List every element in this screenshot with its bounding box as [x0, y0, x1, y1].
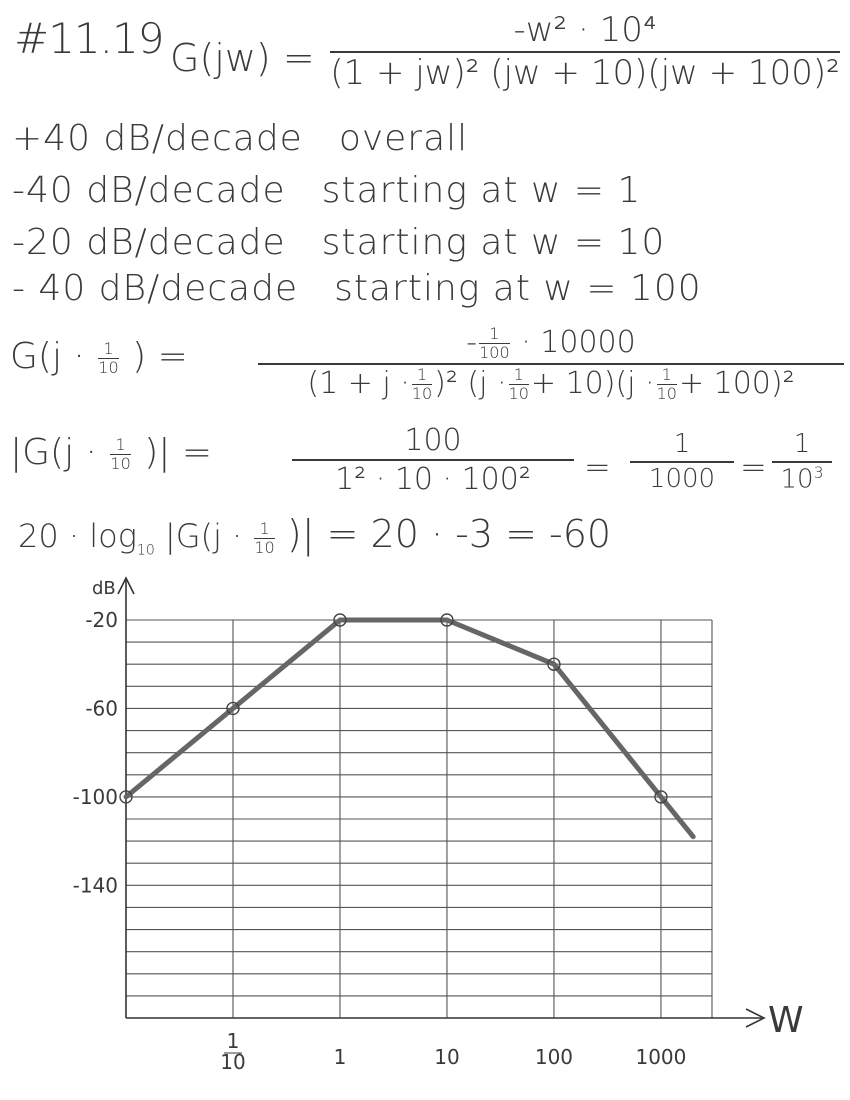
- slope-rule-4: - 40 dB/decade starting at w = 100: [12, 268, 702, 309]
- magnitude-series-line: [123, 617, 696, 840]
- fraction-one-tenth: 1 10: [98, 338, 119, 377]
- eval-step-1-numerator: -1 100 · 10000: [466, 324, 636, 362]
- slope-condition: starting at w = 100: [334, 268, 702, 309]
- eval-step-1-lhs: G(j · 1 10 ) =: [10, 336, 188, 377]
- x-tick-label-denominator: 10: [220, 1050, 245, 1074]
- breakpoint-marker: [119, 790, 133, 804]
- transfer-function-lhs: G(jw) =: [170, 36, 315, 80]
- x-tick-label: 1000: [635, 1045, 686, 1069]
- slope-rule-1: +40 dB/decade overall: [12, 118, 468, 159]
- fraction-bar: [258, 363, 844, 365]
- breakpoint-marker: [226, 701, 240, 716]
- x-tick-label: 10: [434, 1045, 459, 1069]
- slope-rule-3: -20 dB/decade starting at w = 10: [12, 222, 665, 263]
- slope-value: -40 dB/decade: [12, 170, 286, 211]
- x-tick-label-numerator: 1: [227, 1029, 240, 1053]
- slope-value: - 40 dB/decade: [12, 268, 299, 309]
- transfer-function-fraction: -w² · 10⁴ (1 + jw)² (jw + 10)(jw + 100)²: [330, 10, 840, 94]
- slope-condition: starting at w = 10: [321, 222, 666, 263]
- x-axis-arrow: [745, 1008, 766, 1028]
- breakpoint-marker: [654, 790, 668, 804]
- slope-condition: overall: [338, 118, 469, 159]
- fraction-bar: [330, 51, 840, 54]
- fraction-one-hundredth: 1 100: [479, 324, 510, 362]
- eval-step-1-denominator: (1 + j · 1 10)² (j · 1 10 + 10)(j · 1 10 + 100)²: [307, 365, 795, 403]
- slope-value: -20 dB/decade: [12, 222, 286, 263]
- eval-step-2-fraction-2: 1 1000: [630, 430, 734, 493]
- problem-number: #11.19: [14, 14, 164, 63]
- x-axis-title: W: [768, 1000, 804, 1041]
- eval-step-1-fraction: -1 100 · 10000 (1 + j · 1 10)² (j · 1 10 + 10)…: [258, 326, 844, 402]
- breakpoint-marker: [333, 613, 347, 627]
- y-tick-label: -60: [85, 696, 118, 720]
- y-tick-label: -100: [73, 785, 118, 809]
- breakpoint-marker: [440, 613, 454, 627]
- slope-condition: starting at w = 1: [321, 170, 642, 211]
- x-tick-label: 1: [334, 1045, 347, 1069]
- slope-value: +40 dB/decade: [12, 118, 303, 159]
- eval-step-3: 20 · log10 |G(j · 1 10 )| = 20 · -3 = -60: [18, 512, 612, 559]
- y-tick-label: -140: [73, 873, 118, 897]
- breakpoint-marker: [547, 657, 561, 671]
- y-axis-arrow: [117, 576, 135, 595]
- eval-step-2-fraction-3: 1 103: [772, 430, 832, 494]
- transfer-function-numerator: -w² · 10⁴: [513, 10, 657, 50]
- eval-step-2-lhs: |G(j · 1 10 )| =: [10, 432, 213, 473]
- x-tick-label: 100: [535, 1045, 573, 1069]
- y-axis-title: dB: [92, 578, 116, 599]
- eval-step-2-fraction: 100 1² · 10 · 100²: [292, 424, 574, 496]
- transfer-function-denominator: (1 + jw)² (jw + 10)(jw + 100)²: [330, 53, 840, 94]
- y-tick-label: -20: [85, 608, 118, 632]
- slope-rule-2: -40 dB/decade starting at w = 1: [12, 170, 641, 211]
